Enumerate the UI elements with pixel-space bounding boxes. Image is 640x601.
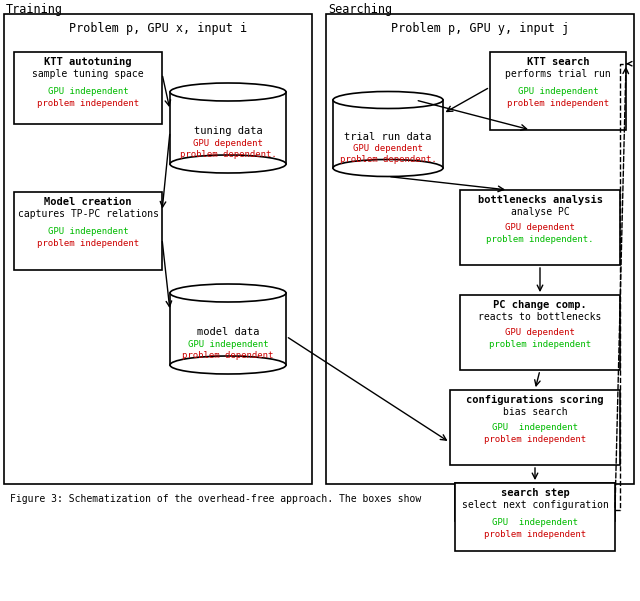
Text: configurations scoring: configurations scoring: [467, 395, 604, 405]
Text: bias search: bias search: [502, 407, 567, 417]
Text: KTT autotuning: KTT autotuning: [44, 57, 132, 67]
Text: bottlenecks analysis: bottlenecks analysis: [477, 195, 602, 205]
Bar: [326, 14, 634, 484]
Text: GPU dependent: GPU dependent: [505, 328, 575, 337]
Bar: [4, 14, 312, 484]
Text: tuning data: tuning data: [194, 126, 262, 136]
Bar: [450, 390, 620, 465]
Text: GPU independent: GPU independent: [48, 87, 128, 96]
Ellipse shape: [170, 155, 286, 173]
Text: GPU  independent: GPU independent: [492, 518, 578, 527]
Text: KTT search: KTT search: [527, 57, 589, 67]
Text: captures TP-PC relations: captures TP-PC relations: [17, 209, 159, 219]
Text: GPU dependent: GPU dependent: [353, 144, 423, 153]
Bar: [455, 483, 615, 551]
Bar: [14, 52, 162, 124]
Text: problem dependent.: problem dependent.: [180, 150, 276, 159]
Bar: [460, 190, 620, 265]
Text: search step: search step: [500, 488, 570, 498]
Bar: [14, 192, 162, 270]
Bar: [170, 92, 286, 164]
Ellipse shape: [170, 83, 286, 101]
Text: Training: Training: [6, 3, 63, 16]
Text: problem independent: problem independent: [484, 530, 586, 539]
Bar: [333, 100, 443, 168]
Text: problem dependent: problem dependent: [182, 351, 274, 360]
Bar: [460, 295, 620, 370]
Text: GPU independent: GPU independent: [518, 87, 598, 96]
Bar: [455, 483, 615, 521]
Text: model data: model data: [196, 327, 259, 337]
Text: Problem p, GPU x, input i: Problem p, GPU x, input i: [69, 22, 247, 35]
Text: PC change comp.: PC change comp.: [493, 300, 587, 310]
Ellipse shape: [170, 284, 286, 302]
Text: Problem p, GPU y, input j: Problem p, GPU y, input j: [391, 22, 569, 35]
Text: problem independent: problem independent: [37, 239, 139, 248]
Bar: [490, 52, 626, 130]
Text: Searching: Searching: [328, 3, 392, 16]
Text: problem independent: problem independent: [507, 99, 609, 108]
Text: GPU dependent: GPU dependent: [193, 139, 263, 148]
Text: analyse PC: analyse PC: [511, 207, 570, 217]
Text: problem independent: problem independent: [484, 435, 586, 444]
Text: GPU independent: GPU independent: [48, 227, 128, 236]
Ellipse shape: [333, 91, 443, 109]
Ellipse shape: [333, 159, 443, 177]
Text: Model creation: Model creation: [44, 197, 132, 207]
Bar: [170, 293, 286, 365]
Text: problem independent.: problem independent.: [486, 235, 594, 244]
Text: GPU dependent: GPU dependent: [505, 223, 575, 232]
Text: GPU  independent: GPU independent: [492, 423, 578, 432]
Text: problem independent: problem independent: [489, 340, 591, 349]
Ellipse shape: [170, 356, 286, 374]
Text: problem independent: problem independent: [37, 99, 139, 108]
Text: performs trial run: performs trial run: [505, 69, 611, 79]
Text: select next configuration: select next configuration: [461, 500, 609, 510]
Text: trial run data: trial run data: [344, 132, 432, 142]
Text: Figure 3: Schematization of the overhead-free approach. The boxes show: Figure 3: Schematization of the overhead…: [10, 494, 421, 504]
Text: sample tuning space: sample tuning space: [32, 69, 144, 79]
Text: reacts to bottlenecks: reacts to bottlenecks: [478, 312, 602, 322]
Text: problem dependent.: problem dependent.: [340, 155, 436, 164]
Text: GPU independent: GPU independent: [188, 340, 268, 349]
